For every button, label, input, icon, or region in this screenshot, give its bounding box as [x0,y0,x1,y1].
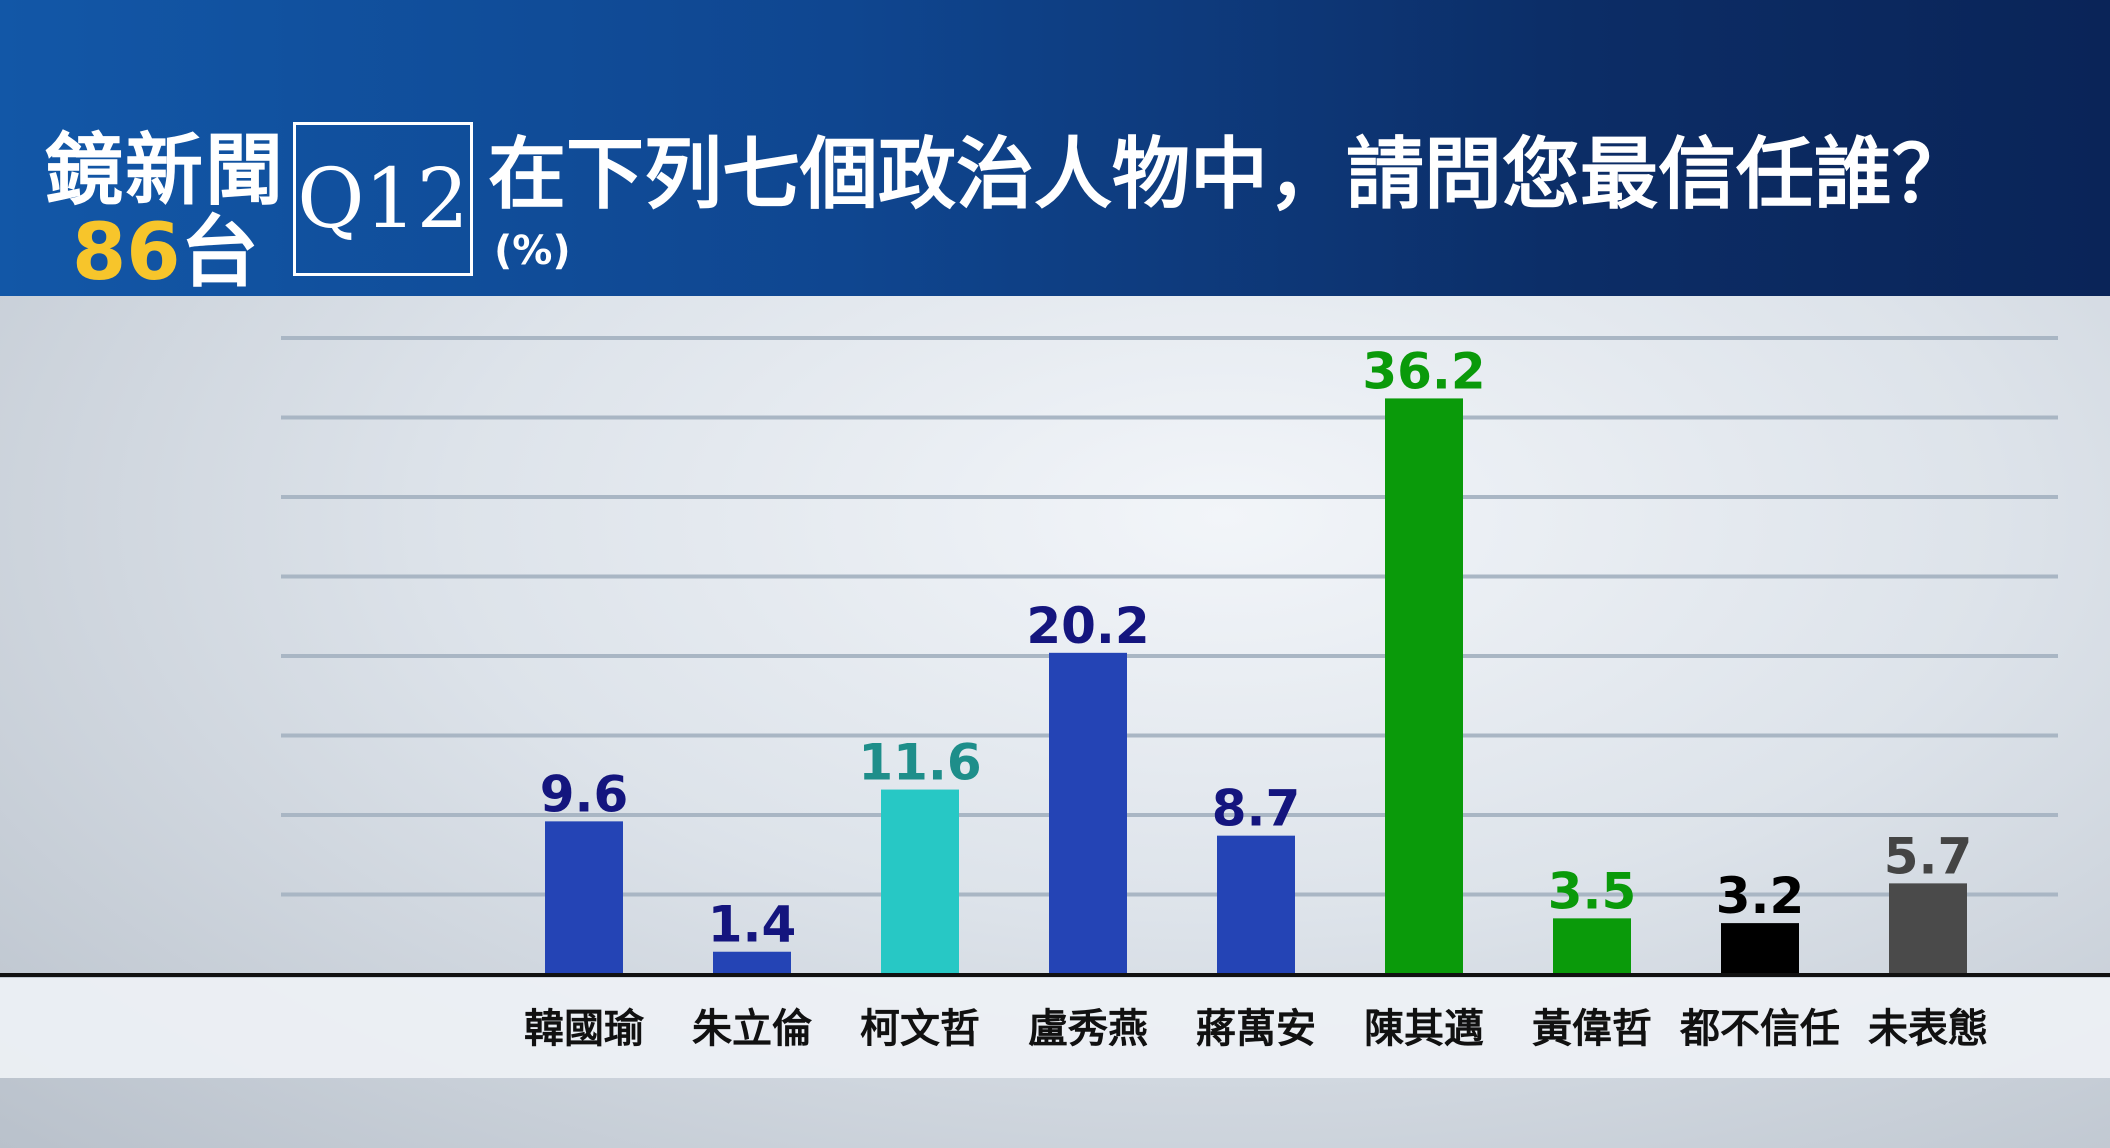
category-label: 未表態 [1868,1006,1988,1052]
channel-suffix: 台 [180,208,259,298]
category-label: 蔣萬安 [1196,1006,1316,1052]
bar-3 [881,789,959,974]
value-label: 11.6 [858,734,981,792]
bar-9 [1889,883,1967,974]
category-label: 朱立倫 [692,1006,813,1052]
category-label: 韓國瑜 [524,1006,645,1052]
value-label: 36.2 [1362,342,1485,400]
bar-8 [1721,923,1799,974]
value-label: 1.4 [708,896,797,954]
value-label: 8.7 [1212,780,1301,838]
value-label: 9.6 [540,765,629,823]
bar-1 [545,821,623,974]
channel-logo-number: 86台 [72,190,259,302]
value-label: 20.2 [1026,597,1149,655]
bar-chart: 9.6 1.4 11.6 20.2 8.7 36.2 3.5 3.2 5.7 韓國瑜 朱立倫 柯文哲 盧… [0,336,2110,1052]
bar-4 [1049,652,1127,974]
bar-7 [1553,918,1631,974]
header-banner: 鏡新聞 86台 Q12 在下列七個政治人物中，請問您最信任誰？ (%) [0,0,2110,298]
category-label: 柯文哲 [860,1006,980,1052]
bar-6 [1385,398,1463,974]
value-label: 3.2 [1716,867,1805,925]
unit-label: (%) [494,228,571,274]
category-label: 盧秀燕 [1028,1006,1148,1052]
category-label-band [0,978,2110,1078]
value-label: 5.7 [1884,827,1973,885]
value-label: 3.5 [1548,862,1637,920]
category-label: 都不信任 [1679,1006,1840,1052]
question-title: 在下列七個政治人物中，請問您最信任誰？ [488,129,1971,220]
category-label: 陳其邁 [1364,1006,1484,1052]
channel-number: 86 [72,208,181,298]
category-label: 黃偉哲 [1532,1006,1652,1052]
channel-logo-name: 鏡新聞 [45,126,286,216]
question-number-box: Q12 [293,122,473,276]
bar-5 [1217,835,1295,974]
bar-2 [713,951,791,974]
